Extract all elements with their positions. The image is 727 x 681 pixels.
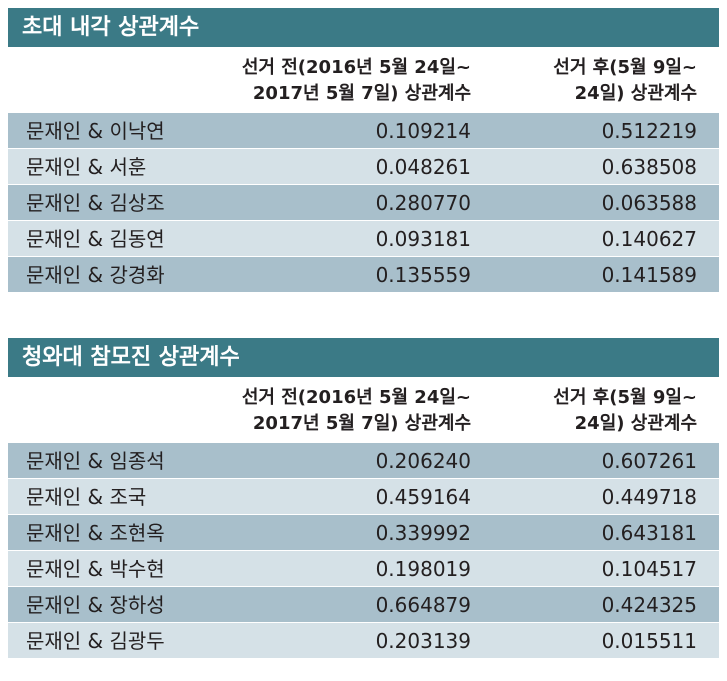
after-value: 0.449718 [601, 485, 697, 509]
after-value: 0.424325 [601, 593, 697, 617]
pair-name: 문재인 & 이낙연 [26, 119, 165, 143]
column-header-after-line2: 24일) 상관계수 [574, 413, 697, 434]
table-row: 문재인 & 장하성 0.664879 0.424325 [8, 587, 719, 623]
before-value: 0.109214 [375, 119, 471, 143]
column-header-before: 선거 전(2016년 5월 24일~ 2017년 5월 7일) 상관계수 [242, 385, 471, 437]
column-header-after: 선거 후(5월 9일~ 24일) 상관계수 [553, 55, 697, 107]
after-value: 0.141589 [601, 263, 697, 287]
pair-name: 문재인 & 강경화 [26, 263, 165, 287]
table-row: 문재인 & 김광두 0.203139 0.015511 [8, 623, 719, 659]
before-value: 0.206240 [375, 449, 471, 473]
cabinet-correlation-table: 초대 내각 상관계수 선거 전(2016년 5월 24일~ 2017년 5월 7… [8, 8, 719, 293]
before-value: 0.135559 [375, 263, 471, 287]
after-value: 0.638508 [601, 155, 697, 179]
before-value: 0.459164 [375, 485, 471, 509]
before-value: 0.198019 [375, 557, 471, 581]
pair-name: 문재인 & 조국 [26, 485, 147, 509]
after-value: 0.607261 [601, 449, 697, 473]
pair-name: 문재인 & 임종석 [26, 449, 165, 473]
table-row: 문재인 & 김상조 0.280770 0.063588 [8, 185, 719, 221]
table-row: 문재인 & 조국 0.459164 0.449718 [8, 479, 719, 515]
after-value: 0.643181 [601, 521, 697, 545]
column-header-before-line2: 2017년 5월 7일) 상관계수 [252, 413, 471, 434]
table-row: 문재인 & 김동연 0.093181 0.140627 [8, 221, 719, 257]
column-header-before-line2: 2017년 5월 7일) 상관계수 [252, 83, 471, 104]
after-value: 0.512219 [601, 119, 697, 143]
table-row: 문재인 & 임종석 0.206240 0.607261 [8, 443, 719, 479]
column-header-after-line1: 선거 후(5월 9일~ [553, 57, 697, 78]
after-value: 0.140627 [601, 227, 697, 251]
after-value: 0.063588 [601, 191, 697, 215]
before-value: 0.093181 [375, 227, 471, 251]
pair-name: 문재인 & 박수현 [26, 557, 165, 581]
before-value: 0.203139 [375, 629, 471, 653]
pair-name: 문재인 & 김광두 [26, 629, 165, 653]
table-row: 문재인 & 조현옥 0.339992 0.643181 [8, 515, 719, 551]
blue-house-staff-correlation-table: 청와대 참모진 상관계수 선거 전(2016년 5월 24일~ 2017년 5월… [8, 338, 719, 659]
column-header-after: 선거 후(5월 9일~ 24일) 상관계수 [553, 385, 697, 437]
pair-name: 문재인 & 조현옥 [26, 521, 165, 545]
before-value: 0.048261 [375, 155, 471, 179]
table-title: 초대 내각 상관계수 [8, 8, 719, 47]
table-row: 문재인 & 서훈 0.048261 0.638508 [8, 149, 719, 185]
before-value: 0.339992 [375, 521, 471, 545]
before-value: 0.280770 [375, 191, 471, 215]
table-header: 선거 전(2016년 5월 24일~ 2017년 5월 7일) 상관계수 선거 … [8, 47, 719, 113]
table-header: 선거 전(2016년 5월 24일~ 2017년 5월 7일) 상관계수 선거 … [8, 377, 719, 443]
column-header-after-line2: 24일) 상관계수 [574, 83, 697, 104]
table-row: 문재인 & 강경화 0.135559 0.141589 [8, 257, 719, 293]
table-row: 문재인 & 박수현 0.198019 0.104517 [8, 551, 719, 587]
table-title: 청와대 참모진 상관계수 [8, 338, 719, 377]
column-header-before: 선거 전(2016년 5월 24일~ 2017년 5월 7일) 상관계수 [242, 55, 471, 107]
after-value: 0.104517 [601, 557, 697, 581]
pair-name: 문재인 & 김동연 [26, 227, 165, 251]
pair-name: 문재인 & 김상조 [26, 191, 165, 215]
after-value: 0.015511 [601, 629, 697, 653]
pair-name: 문재인 & 장하성 [26, 593, 165, 617]
pair-name: 문재인 & 서훈 [26, 155, 147, 179]
before-value: 0.664879 [375, 593, 471, 617]
column-header-before-line1: 선거 전(2016년 5월 24일~ [241, 57, 471, 78]
column-header-after-line1: 선거 후(5월 9일~ [553, 387, 697, 408]
column-header-before-line1: 선거 전(2016년 5월 24일~ [241, 387, 471, 408]
table-row: 문재인 & 이낙연 0.109214 0.512219 [8, 113, 719, 149]
